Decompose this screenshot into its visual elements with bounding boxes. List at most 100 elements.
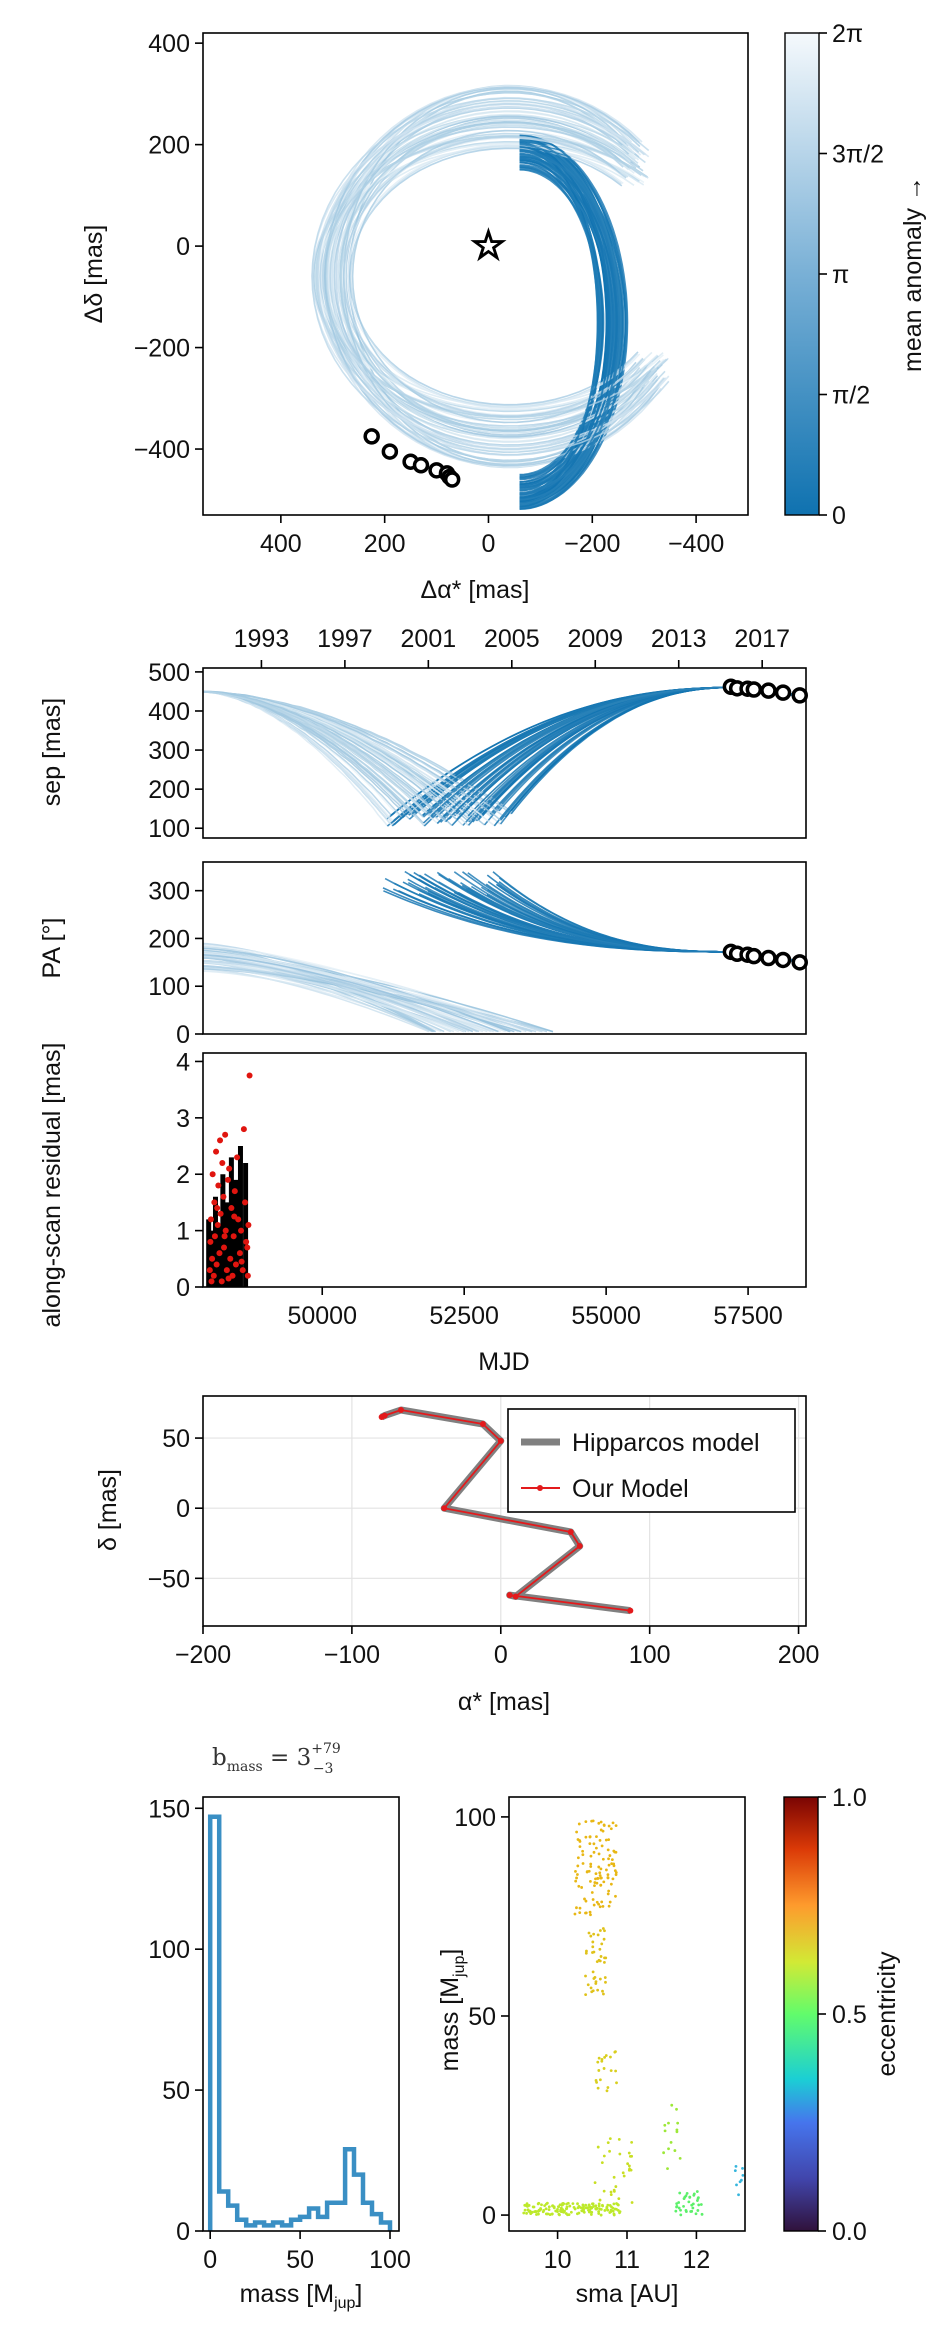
- sky-orbit-lines: [311, 84, 670, 510]
- hip-y-tick-label: 0: [176, 1495, 190, 1523]
- residual-point: [217, 1210, 224, 1217]
- mass-sma-point: [609, 2055, 612, 2059]
- pa-light-line: [203, 954, 499, 1033]
- residual-point: [224, 1176, 231, 1183]
- mass-sma-point: [598, 1839, 602, 1842]
- mass-sma-point: [597, 2202, 601, 2206]
- residual-point: [223, 1267, 230, 1274]
- sky-x-tick-label: 0: [482, 530, 496, 558]
- sep-light-line: [203, 690, 458, 821]
- mass-sma-point: [606, 2086, 610, 2089]
- mass-sma-point: [599, 1955, 603, 1958]
- mass-sma-point: [610, 1858, 614, 1862]
- residual-point: [222, 1131, 229, 1138]
- mass-sma-point: [618, 2211, 621, 2215]
- sky-ticks: 400 200 0 −200 −400 400 200 0 −200 −400: [134, 30, 725, 558]
- mass-sma-point: [523, 2208, 527, 2212]
- mass-sma-point: [587, 1931, 591, 1935]
- hipparcos-xlabel: α* [mas]: [458, 1688, 550, 1716]
- residual-point: [211, 1233, 218, 1240]
- mass-sma-panel: 0 50 100 10 11 12 sma [AU] mass [Mjup] 0.0 0.5…: [436, 1784, 901, 2308]
- mass-sma-point: [609, 2210, 613, 2214]
- mass-sma-point: [599, 1867, 603, 1871]
- mass-sma-point: [600, 1942, 604, 1946]
- residual-point: [220, 1193, 227, 1200]
- mass-sma-point: [584, 1951, 588, 1955]
- mass-sma-point: [594, 1872, 598, 1876]
- hist-step-line: [207, 1814, 393, 2232]
- year-tick-label: 1993: [234, 625, 290, 653]
- mass-sma-point: [577, 1822, 581, 1826]
- mass-sma-point: [737, 2193, 740, 2197]
- our-model-point: [381, 1412, 388, 1419]
- pa-epoch-marker: [745, 947, 763, 965]
- hist-y-tick-label: 50: [162, 2077, 190, 2105]
- mass-sma-point: [734, 2165, 738, 2168]
- mass-sma-point: [618, 2152, 622, 2156]
- mass-sma-point: [613, 2207, 617, 2211]
- pa-panel: 0 100 200 300 PA [°]: [38, 861, 808, 1049]
- residual-point: [243, 1238, 250, 1245]
- our-model-point: [627, 1607, 634, 1614]
- mass-sma-point: [566, 2201, 570, 2205]
- hip-x-tick-label: 200: [778, 1641, 820, 1669]
- residual-point: [214, 1221, 221, 1228]
- mass-sma-point: [594, 2204, 598, 2208]
- sep-orbit-lines: [203, 686, 806, 827]
- mass-sma-point: [675, 2128, 679, 2132]
- mass-sma-point: [578, 1906, 582, 1910]
- mass-sma-point: [581, 2209, 585, 2213]
- pa-y-tick-label: 0: [176, 1021, 190, 1049]
- mass-sma-point: [609, 1882, 613, 1886]
- mass-sma-point: [733, 2169, 737, 2172]
- mass-sma-point: [581, 1853, 585, 1857]
- res-y-tick-label: 1: [176, 1218, 190, 1246]
- hist-bin: [336, 2203, 345, 2231]
- mass-sma-point: [606, 1876, 610, 1879]
- res-x-tick-label: 55000: [571, 1302, 641, 1330]
- mass-sma-point: [578, 1845, 582, 1849]
- mass-sma-point: [677, 2206, 681, 2210]
- pa-light-line: [203, 967, 430, 1033]
- mass-sma-point: [551, 2204, 554, 2208]
- mass-sma-point: [597, 1821, 601, 1825]
- sep-dark-line: [422, 686, 731, 824]
- mass-sma-point: [696, 2209, 700, 2212]
- pa-epoch-marker: [774, 951, 792, 969]
- residual-axes-frame: [202, 1052, 807, 1288]
- mass-sma-point: [572, 2205, 576, 2209]
- orbit-dark-arc: [519, 152, 601, 492]
- scatter-xlabel: sma [AU]: [576, 2280, 679, 2308]
- mass-sma-point: [696, 2199, 699, 2202]
- hip-x-tick-label: −200: [175, 1641, 231, 1669]
- hist-x-tick-label: 100: [369, 2246, 411, 2274]
- mass-sma-point: [603, 1960, 606, 1964]
- residual-point: [218, 1278, 225, 1285]
- mass-sma-point: [630, 2201, 634, 2204]
- mass-sma-point: [589, 1862, 593, 1866]
- epoch-marker: [363, 428, 380, 445]
- scatter-x-tick-label: 10: [544, 2246, 572, 2274]
- mass-sma-point: [533, 2210, 537, 2214]
- mass-sma-point: [591, 1898, 595, 1901]
- mass-sma-point: [597, 2069, 601, 2072]
- sky-x-tick-label: −200: [564, 530, 620, 558]
- mass-sma-point: [581, 2206, 585, 2210]
- mass-sma-point: [591, 2202, 595, 2206]
- mass-sma-point: [675, 2202, 679, 2206]
- mass-sma-point: [598, 1871, 602, 1875]
- sep-dark-line: [500, 686, 731, 821]
- mass-sma-point: [612, 2202, 616, 2206]
- residual-point: [215, 1182, 222, 1189]
- sep-epoch-marker: [774, 684, 792, 701]
- mass-sma-point: [592, 1950, 596, 1954]
- sky-epoch-markers: [363, 428, 461, 488]
- pa-light-line: [203, 960, 543, 1033]
- hip-x-tick-label: −100: [324, 1641, 380, 1669]
- mass-sma-point: [595, 1900, 599, 1904]
- mass-sma-point: [598, 1929, 602, 1932]
- mass-sma-point: [558, 2203, 562, 2207]
- mass-sma-point: [674, 2209, 678, 2213]
- residual-point: [213, 1261, 220, 1268]
- mass-sma-point: [603, 1929, 606, 1933]
